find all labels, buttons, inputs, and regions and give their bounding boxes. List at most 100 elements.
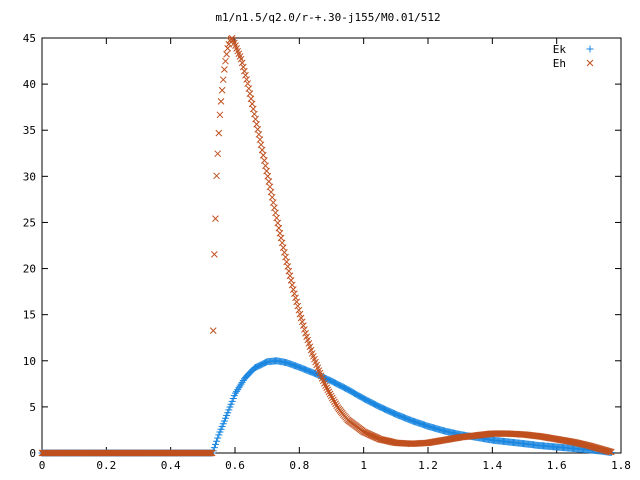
data-point-eh: [297, 314, 305, 322]
x-tick-label: 0.2: [96, 459, 116, 472]
data-point-eh: [254, 126, 262, 133]
data-point-eh: [248, 100, 256, 108]
y-tick-label: 10: [23, 355, 36, 368]
data-point-eh: [208, 449, 216, 457]
data-point-ek: [234, 386, 242, 394]
data-point-eh: [216, 111, 224, 119]
data-point-eh: [238, 59, 246, 67]
x-tick-label: 1.4: [482, 459, 502, 472]
data-point-eh: [245, 85, 253, 92]
data-point-eh: [295, 306, 303, 314]
data-point-eh: [222, 57, 229, 65]
data-point-eh: [242, 71, 249, 79]
plot-frame: [41, 37, 622, 454]
y-axis: 0 5 10 15 20 25 30 35 40 45: [23, 32, 621, 460]
series-eh: [38, 34, 615, 457]
data-point-eh: [323, 384, 331, 392]
data-point-eh: [291, 290, 298, 297]
x-tick-label: 1.6: [547, 459, 567, 472]
data-point-ek: [231, 389, 239, 397]
data-point-eh: [224, 45, 232, 52]
data-point-ek: [237, 380, 245, 388]
data-point-eh: [299, 322, 307, 329]
y-tick-label: 25: [23, 216, 36, 229]
data-point-eh: [218, 86, 226, 94]
data-point-eh: [274, 219, 282, 227]
data-point-eh: [605, 448, 613, 455]
data-point-ek: [229, 394, 237, 402]
data-point-eh: [272, 209, 279, 217]
data-point-eh: [217, 98, 225, 105]
data-point-eh: [301, 326, 308, 333]
data-point-eh: [298, 318, 306, 326]
data-point-eh: [241, 67, 248, 75]
x-tick-label: 1.2: [418, 459, 438, 472]
data-point-eh: [327, 392, 335, 400]
data-point-eh: [263, 167, 270, 175]
data-point-eh: [606, 448, 614, 456]
data-point-eh: [258, 146, 266, 154]
data-point-ek: [214, 434, 222, 442]
data-point-eh: [228, 34, 236, 42]
data-point-eh: [206, 449, 214, 457]
x-tick-label: 0: [39, 459, 46, 472]
legend-marker-ek: [586, 45, 594, 53]
data-point-eh: [261, 157, 268, 164]
y-tick-label: 40: [23, 78, 36, 91]
data-point-eh: [324, 386, 332, 394]
data-point-eh: [293, 298, 301, 306]
data-point-eh: [322, 382, 329, 390]
data-point-eh: [253, 120, 260, 128]
x-tick-label: 1.8: [611, 459, 631, 472]
data-point-eh: [292, 294, 299, 302]
y-tick-label: 30: [23, 170, 36, 183]
data-point-eh: [328, 394, 336, 402]
data-point-eh: [333, 402, 341, 410]
data-point-ek: [226, 403, 234, 411]
data-point-eh: [325, 388, 333, 396]
data-point-eh: [209, 327, 217, 334]
data-point-eh: [288, 281, 296, 289]
y-tick-label: 35: [23, 124, 36, 137]
data-point-eh: [249, 105, 257, 113]
data-point-eh: [207, 449, 215, 457]
data-point-eh: [273, 214, 280, 222]
data-point-eh: [252, 115, 259, 123]
data-point-eh: [213, 172, 220, 180]
data-point-eh: [257, 141, 265, 149]
x-tick-label: 0.4: [161, 459, 181, 472]
data-point-ek: [213, 437, 221, 445]
data-point-eh: [211, 250, 218, 258]
data-point-eh: [296, 310, 304, 318]
data-point-ek: [238, 378, 246, 386]
data-point-eh: [264, 172, 272, 180]
data-point-eh: [262, 162, 269, 170]
data-point-eh: [219, 76, 227, 84]
data-point-eh: [237, 55, 245, 63]
legend-label-ek: Ek: [553, 43, 567, 56]
data-point-eh: [269, 199, 277, 206]
data-point-eh: [332, 400, 339, 408]
data-point-eh: [607, 448, 615, 456]
data-point-eh: [239, 63, 247, 71]
y-tick-label: 5: [29, 401, 36, 414]
data-point-eh: [267, 188, 275, 196]
legend-label-eh: Eh: [553, 57, 566, 70]
data-point-eh: [251, 110, 258, 118]
data-point-ek: [225, 406, 233, 414]
data-point-eh: [331, 398, 338, 406]
y-tick-label: 0: [29, 447, 36, 460]
x-axis: 0 0.2 0.4 0.6 0.8 1 1.2 1.4 1.6 1.8: [39, 38, 631, 472]
series-layer: [38, 34, 615, 457]
data-point-eh: [289, 286, 297, 293]
series-ek: [38, 357, 615, 457]
data-point-eh: [243, 76, 250, 83]
data-point-eh: [244, 80, 252, 87]
data-point-eh: [268, 193, 276, 201]
data-point-eh: [221, 66, 228, 73]
data-point-eh: [265, 178, 273, 185]
x-tick-label: 0.6: [225, 459, 245, 472]
